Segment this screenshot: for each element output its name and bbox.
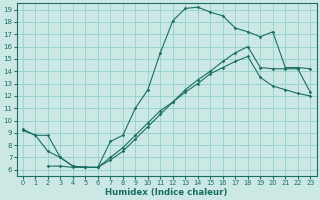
X-axis label: Humidex (Indice chaleur): Humidex (Indice chaleur) bbox=[105, 188, 228, 197]
